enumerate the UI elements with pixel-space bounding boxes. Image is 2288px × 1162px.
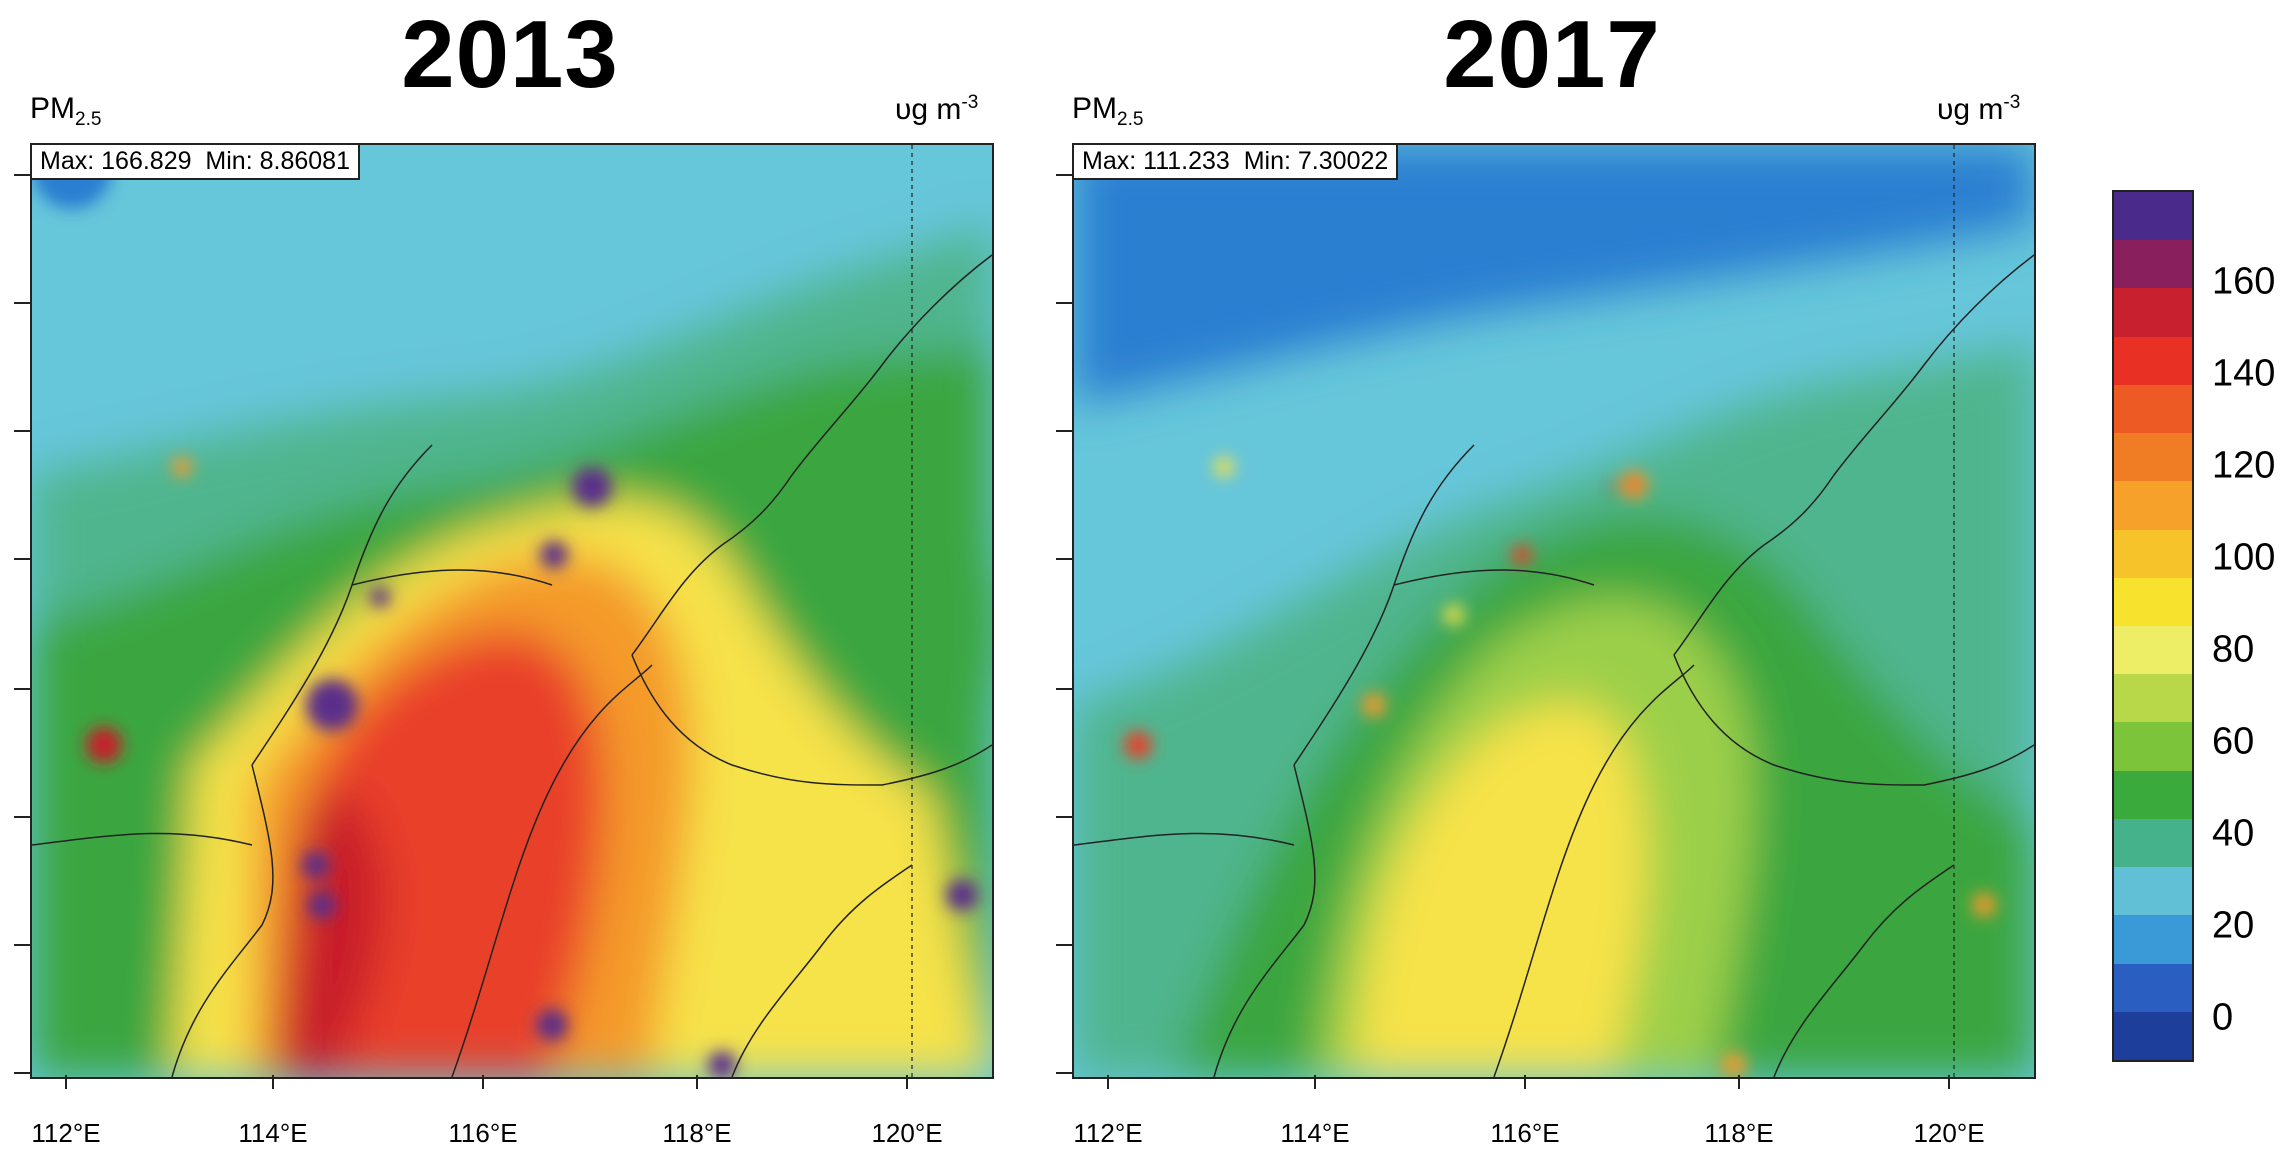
colorbar-swatch: [2114, 577, 2192, 626]
max-min-readout: Max: 166.829 Min: 8.86081: [30, 143, 360, 180]
colorbar-swatch: [2114, 192, 2192, 241]
colorbar-swatch: [2114, 529, 2192, 578]
colorbar-swatch: [2114, 336, 2192, 385]
colorbar-swatch: [2114, 1011, 2192, 1060]
colorbar-swatch: [2114, 867, 2192, 916]
colorbar-swatch: [2114, 963, 2192, 1012]
unit-label: υg m-3: [1937, 92, 2021, 126]
x-tick-label: 116°E: [448, 1118, 518, 1148]
colorbar-label: 80: [2212, 628, 2255, 671]
colorbar-label: 40: [2212, 812, 2255, 855]
pm25-map-2017: [1072, 143, 2036, 1079]
colorbar-swatch: [2114, 818, 2192, 868]
variable-label: PM2.5: [30, 92, 102, 130]
colorbar-label: 20: [2212, 904, 2255, 947]
colorbar-label: 100: [2212, 536, 2276, 579]
x-tick-label: 112°E: [1073, 1118, 1143, 1148]
colorbar-swatch: [2114, 240, 2192, 289]
colorbar-label: 140: [2212, 352, 2276, 395]
colorbar: [2112, 190, 2194, 1062]
x-tick-label: 118°E: [1704, 1118, 1774, 1148]
colorbar-swatch: [2114, 625, 2192, 675]
pm25-map-2013: [30, 143, 994, 1079]
x-tick-label: 120°E: [1913, 1118, 1985, 1148]
x-tick-label: 118°E: [662, 1118, 732, 1148]
colorbar-label: 160: [2212, 260, 2276, 303]
x-tick-label: 120°E: [871, 1118, 943, 1148]
x-tick-label: 114°E: [238, 1118, 308, 1148]
colorbar-swatch: [2114, 722, 2192, 771]
colorbar-swatch: [2114, 288, 2192, 337]
colorbar-label: 60: [2212, 720, 2255, 763]
max-min-readout: Max: 111.233 Min: 7.30022: [1072, 143, 1399, 180]
colorbar-swatch: [2114, 915, 2192, 964]
x-tick-label: 112°E: [31, 1118, 101, 1148]
x-tick-label: 116°E: [1490, 1118, 1560, 1148]
colorbar-swatch: [2114, 481, 2192, 530]
variable-label: PM2.5: [1072, 92, 1144, 130]
panel-title-2017: 2017: [1443, 1, 1661, 108]
panel-title-2013: 2013: [401, 1, 619, 108]
colorbar-label: 0: [2212, 996, 2234, 1039]
colorbar-label: 120: [2212, 444, 2276, 487]
colorbar-swatch: [2114, 674, 2192, 723]
colorbar-swatch: [2114, 770, 2192, 819]
unit-label: υg m-3: [895, 92, 979, 126]
colorbar-swatch: [2114, 384, 2192, 434]
x-tick-label: 114°E: [1280, 1118, 1350, 1148]
colorbar-swatch: [2114, 433, 2192, 482]
